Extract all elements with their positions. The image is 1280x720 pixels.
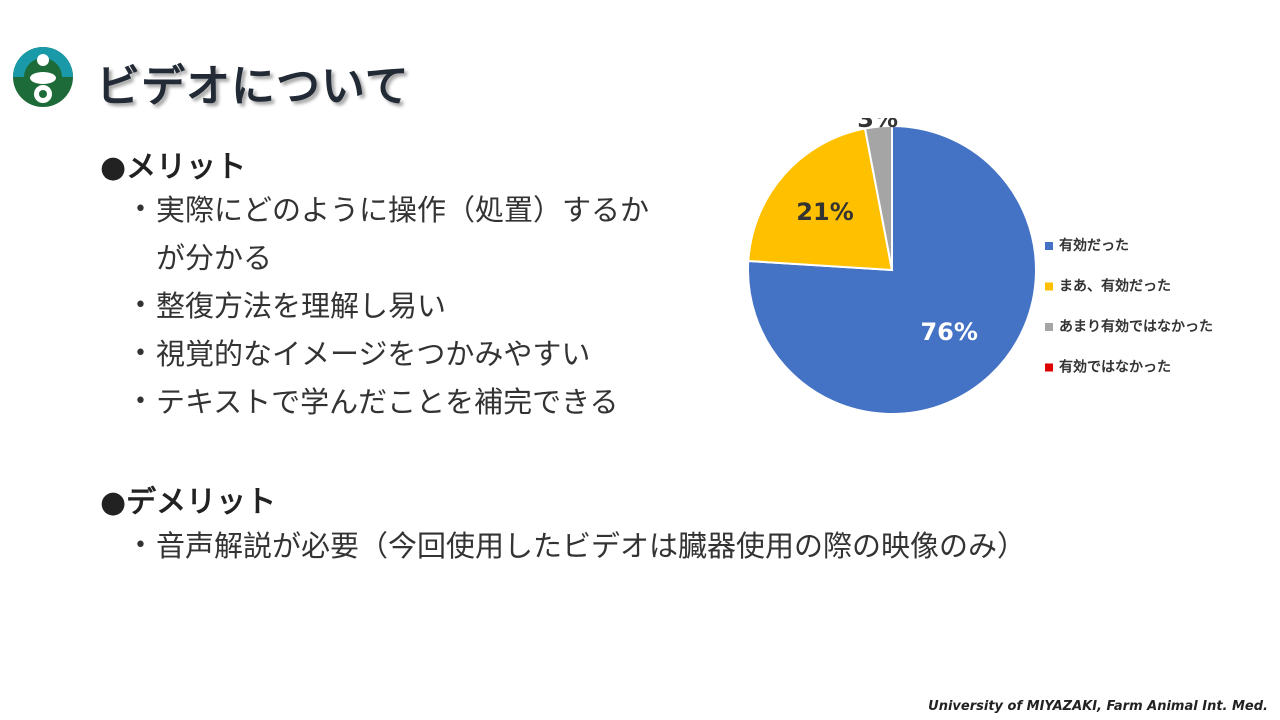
slice-data-label: 76% bbox=[920, 318, 977, 346]
merit-heading: ●メリット bbox=[100, 150, 247, 185]
legend-label: あまり有効ではなかった bbox=[1059, 318, 1213, 335]
pie-slice bbox=[747, 127, 894, 272]
demerit-list: 音声解説が必要（今回使用したビデオは臓器使用の際の映像のみ） bbox=[134, 522, 1026, 570]
legend-swatch bbox=[1045, 363, 1053, 372]
university-logo-icon bbox=[13, 47, 73, 107]
slice-data-label: 3% bbox=[857, 118, 898, 133]
bullet-text: 視覚的なイメージをつかみやすい bbox=[156, 337, 591, 371]
legend-swatch bbox=[1045, 323, 1053, 331]
bullet-text: テキストで学んだことを補完できる bbox=[156, 385, 619, 419]
pie-slice bbox=[863, 124, 893, 271]
bullet-text: 音声解説が必要（今回使用したビデオは臓器使用の際の映像のみ） bbox=[156, 529, 1027, 563]
page-title: ビデオについて bbox=[96, 61, 410, 112]
bullet-item: テキストで学んだことを補完できる bbox=[134, 378, 649, 426]
bullet-text: が分かる bbox=[156, 241, 273, 275]
demerit-heading: ●デメリット bbox=[100, 485, 277, 520]
legend-label: まあ、有効だった bbox=[1059, 278, 1171, 295]
bullet-item: 整復方法を理解し易い bbox=[134, 282, 649, 330]
bullet-item: 視覚的なイメージをつかみやすい bbox=[134, 330, 649, 378]
legend-swatch bbox=[1045, 282, 1053, 291]
slice-data-label: 21% bbox=[796, 198, 853, 226]
bullet-text: 整復方法を理解し易い bbox=[156, 289, 447, 323]
footer-credit: University of MIYAZAKI, Farm Animal Int.… bbox=[928, 699, 1268, 714]
legend-swatch bbox=[1045, 242, 1053, 250]
bullet-text: 実際にどのように操作（処置）するか bbox=[156, 193, 650, 227]
legend-label: 有効だった bbox=[1059, 237, 1129, 254]
bullet-item: 音声解説が必要（今回使用したビデオは臓器使用の際の映像のみ） bbox=[134, 522, 1026, 570]
legend-label: 有効ではなかった bbox=[1059, 359, 1171, 376]
pie-slice bbox=[747, 124, 1037, 415]
merit-list: 実際にどのように操作（処置）するかが分かる整復方法を理解し易い視覚的なイメージを… bbox=[134, 186, 649, 426]
